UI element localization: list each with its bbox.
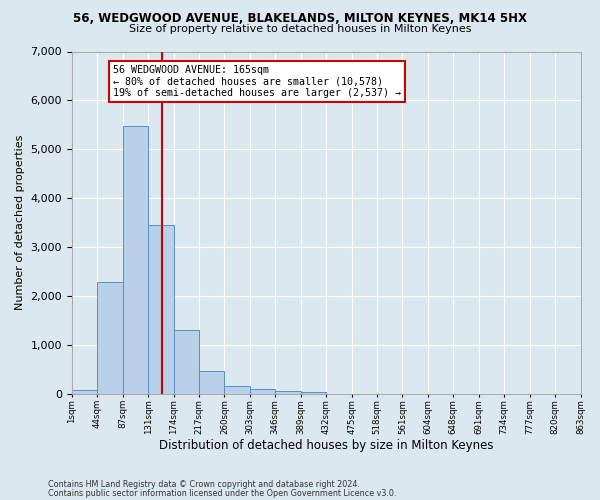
Bar [224, 386, 250, 394]
Bar [97, 282, 123, 394]
Bar [199, 370, 224, 394]
Text: 56, WEDGWOOD AVENUE, BLAKELANDS, MILTON KEYNES, MK14 5HX: 56, WEDGWOOD AVENUE, BLAKELANDS, MILTON … [73, 12, 527, 26]
Bar [275, 390, 301, 394]
Y-axis label: Number of detached properties: Number of detached properties [15, 135, 25, 310]
Bar [72, 390, 97, 394]
Text: 56 WEDGWOOD AVENUE: 165sqm
← 80% of detached houses are smaller (10,578)
19% of : 56 WEDGWOOD AVENUE: 165sqm ← 80% of deta… [113, 65, 401, 98]
Bar [123, 126, 148, 394]
Text: Contains public sector information licensed under the Open Government Licence v3: Contains public sector information licen… [48, 489, 397, 498]
Text: Contains HM Land Registry data © Crown copyright and database right 2024.: Contains HM Land Registry data © Crown c… [48, 480, 360, 489]
Bar [250, 389, 275, 394]
Bar [301, 392, 326, 394]
X-axis label: Distribution of detached houses by size in Milton Keynes: Distribution of detached houses by size … [159, 440, 493, 452]
Text: Size of property relative to detached houses in Milton Keynes: Size of property relative to detached ho… [129, 24, 471, 34]
Bar [148, 226, 173, 394]
Bar [173, 330, 199, 394]
